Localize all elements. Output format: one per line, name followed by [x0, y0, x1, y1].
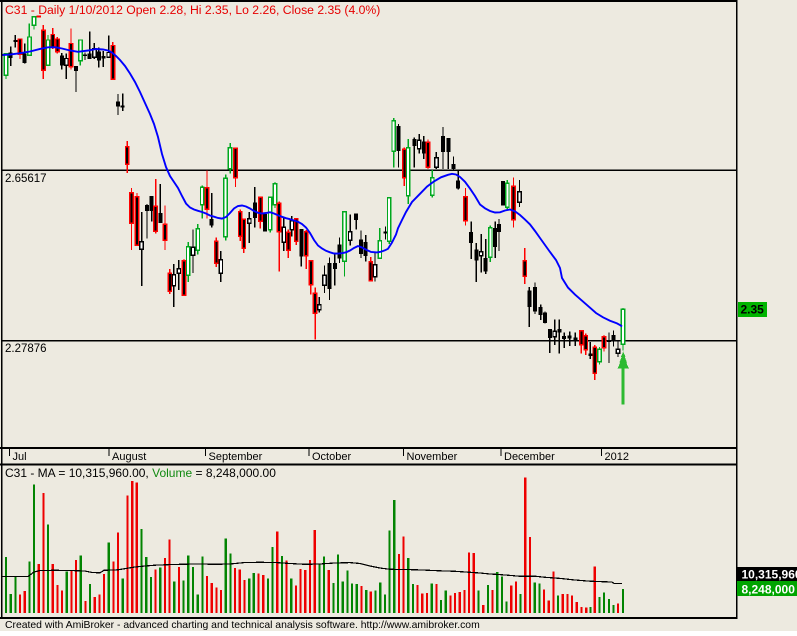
svg-text:October: October: [312, 451, 351, 463]
svg-text:10,315,960: 10,315,960: [742, 568, 797, 582]
svg-text:2012: 2012: [605, 451, 629, 463]
svg-text:August: August: [112, 451, 146, 463]
svg-text:Created with AmiBroker - advan: Created with AmiBroker - advanced charti…: [5, 620, 480, 631]
svg-text:November: November: [407, 451, 458, 463]
svg-text:2.35: 2.35: [741, 303, 765, 317]
svg-text:C31 - Daily 1/10/2012 Open 2.2: C31 - Daily 1/10/2012 Open 2.28, Hi 2.35…: [5, 3, 380, 17]
svg-text:8,248,000: 8,248,000: [742, 583, 796, 597]
svg-text:September: September: [209, 451, 263, 463]
svg-text:Jul: Jul: [13, 451, 27, 463]
svg-text:December: December: [504, 451, 555, 463]
svg-text:C31 - MA = 10,315,960.00, Volu: C31 - MA = 10,315,960.00, Volume = 8,248…: [5, 466, 276, 480]
svg-text:2.65617: 2.65617: [5, 173, 47, 185]
svg-text:2.27876: 2.27876: [5, 343, 47, 355]
